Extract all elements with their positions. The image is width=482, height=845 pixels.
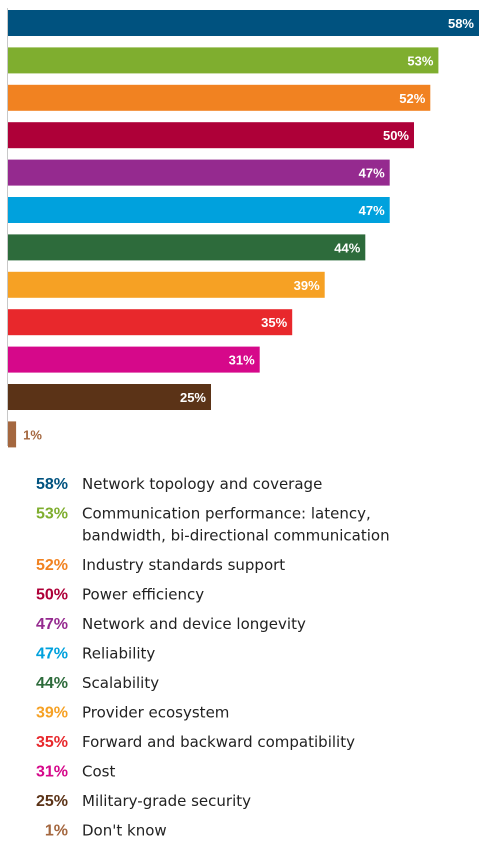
- legend-value: 39%: [36, 705, 68, 722]
- bar-value-label: 50%: [383, 128, 409, 143]
- legend-item: 47% Reliability: [36, 645, 155, 663]
- legend-label: Network and device longevity: [82, 615, 306, 633]
- legend-label: bandwidth, bi-directional communication: [82, 527, 390, 545]
- bar-8: [8, 271, 325, 298]
- legend-value: 31%: [36, 764, 68, 781]
- bar-10: [8, 346, 260, 373]
- bar-1: [8, 10, 479, 36]
- legend-item: 50% Power efficiency: [36, 586, 204, 604]
- legend: 58% Network topology and coverage 53% Commu…: [36, 475, 390, 840]
- legend-label: Reliability: [82, 645, 155, 663]
- bars-group: 58% 53% 52% 50% 47% 47% 44% 39% 35% 31% 25% 1%: [8, 10, 479, 448]
- legend-value: 52%: [36, 557, 68, 574]
- legend-item: 44% Scalability: [36, 674, 159, 692]
- bar-value-label: 39%: [294, 278, 320, 293]
- bar-value-label: 58%: [448, 16, 474, 31]
- legend-value: 25%: [36, 793, 68, 810]
- bar-11: [8, 384, 211, 410]
- legend-item: 39% Provider ecosystem: [36, 704, 229, 722]
- bar-value-label: 44%: [334, 240, 360, 255]
- bar-7: [8, 234, 366, 261]
- bar-value-label: 47%: [359, 203, 385, 218]
- bar-9: [8, 309, 293, 336]
- legend-label: Industry standards support: [82, 556, 285, 574]
- bar-value-label: 1%: [23, 427, 42, 442]
- bar-value-label: 35%: [261, 315, 287, 330]
- bar-value-label: 47%: [359, 166, 385, 181]
- legend-item: 52% Industry standards support: [36, 556, 285, 574]
- legend-label: Don't know: [82, 822, 167, 840]
- bar-value-label: 52%: [399, 91, 425, 106]
- legend-label: Military-grade security: [82, 792, 251, 810]
- legend-value: 53%: [36, 506, 68, 523]
- legend-label: Provider ecosystem: [82, 704, 229, 722]
- legend-label: Cost: [82, 763, 115, 781]
- legend-item: 47% Network and device longevity: [36, 615, 306, 633]
- bar-value-label: 53%: [407, 53, 433, 68]
- legend-label: Forward and backward compatibility: [82, 733, 355, 751]
- bar-5: [8, 159, 390, 186]
- legend-value: 58%: [36, 476, 68, 493]
- legend-label: Power efficiency: [82, 586, 204, 604]
- bar-4: [8, 122, 414, 149]
- legend-item: 58% Network topology and coverage: [36, 475, 322, 493]
- legend-item: 31% Cost: [36, 763, 115, 781]
- legend-value: 1%: [45, 823, 68, 840]
- bar-2: [8, 47, 439, 74]
- legend-value: 47%: [36, 616, 68, 633]
- legend-value: 50%: [36, 587, 68, 604]
- bar-value-label: 25%: [180, 390, 206, 405]
- legend-label: Scalability: [82, 674, 159, 692]
- legend-item: 1% Don't know: [45, 822, 167, 840]
- bar-12: [8, 421, 17, 448]
- legend-label: Network topology and coverage: [82, 475, 322, 493]
- legend-item: 25% Military-grade security: [36, 792, 251, 810]
- bar-6: [8, 197, 390, 223]
- legend-item: 53% Communication performance: latency, ba…: [36, 505, 390, 545]
- bar-3: [8, 84, 431, 111]
- legend-item: 35% Forward and backward compatibility: [36, 733, 355, 751]
- legend-value: 44%: [36, 675, 68, 692]
- bar-value-label: 31%: [229, 353, 255, 368]
- legend-value: 47%: [36, 646, 68, 663]
- legend-value: 35%: [36, 734, 68, 751]
- legend-label: Communication performance: latency,: [82, 505, 371, 523]
